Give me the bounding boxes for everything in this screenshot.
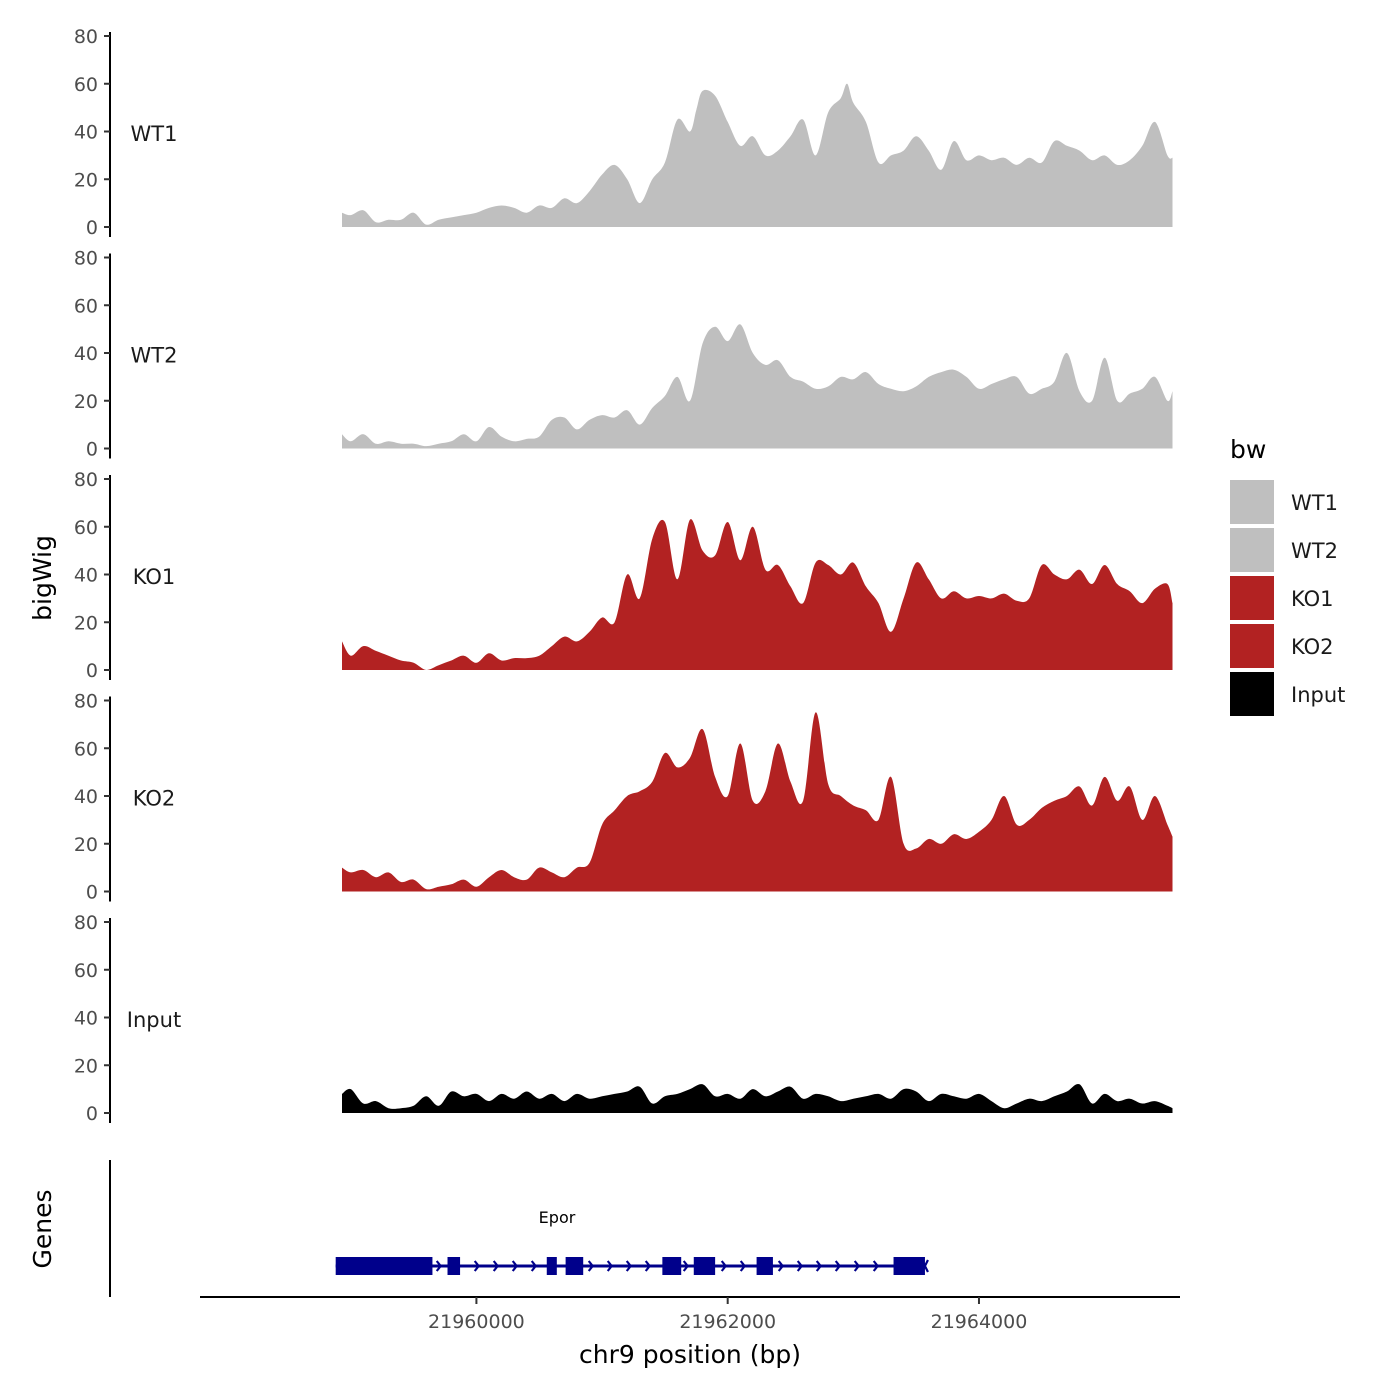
gene-track-title: Genes <box>28 1189 57 1268</box>
gene-exon <box>546 1257 557 1275</box>
legend-label-input: Input <box>1291 683 1345 707</box>
track-ko1: 0 20 40 60 80 KO1 <box>74 469 1173 682</box>
legend-label-ko1: KO1 <box>1291 587 1334 611</box>
strand-chevron <box>473 1260 481 1272</box>
strand-chevron <box>606 1260 614 1272</box>
y-tick-label: 60 <box>74 517 98 539</box>
gene-exon <box>893 1257 925 1275</box>
y-tick-label: 40 <box>74 786 98 808</box>
signal-area-ko2 <box>342 712 1173 892</box>
x-axis-title: chr9 position (bp) <box>579 1340 801 1369</box>
strand-chevron <box>625 1260 633 1272</box>
y-tick-label: 80 <box>74 691 98 713</box>
y-tick-label: 60 <box>74 738 98 760</box>
strand-chevron <box>853 1260 861 1272</box>
y-tick-label: 0 <box>86 660 98 682</box>
y-tick-label: 40 <box>74 1008 98 1030</box>
track-label-wt2: WT2 <box>131 344 178 368</box>
gene-name-label: Epor <box>539 1208 576 1227</box>
gene-exon <box>447 1257 461 1275</box>
y-tick-label: 60 <box>74 960 98 982</box>
strand-chevron <box>872 1260 880 1272</box>
track-label-wt1: WT1 <box>131 122 178 146</box>
y-tick-label: 0 <box>86 217 98 239</box>
strand-chevron <box>777 1260 785 1272</box>
gene-exon <box>335 1257 433 1275</box>
strand-chevron <box>739 1260 747 1272</box>
y-tick-label: 40 <box>74 565 98 587</box>
strand-chevron <box>720 1260 728 1272</box>
strand-chevron <box>682 1260 690 1272</box>
legend-swatch-input <box>1230 672 1274 716</box>
strand-chevron <box>587 1260 595 1272</box>
y-tick-label: 20 <box>74 612 98 634</box>
y-tick-label: 40 <box>74 122 98 144</box>
y-tick-label: 80 <box>74 912 98 934</box>
y-tick-label: 20 <box>74 391 98 413</box>
strand-chevron <box>511 1260 519 1272</box>
y-tick-label: 40 <box>74 343 98 365</box>
y-tick-label: 0 <box>86 882 98 904</box>
gene-track: Epor <box>109 1160 929 1297</box>
x-axis: 21960000 21962000 21964000 <box>200 1296 1180 1333</box>
x-tick-label: 21962000 <box>679 1311 776 1333</box>
legend-label-wt2: WT2 <box>1291 539 1338 563</box>
legend-swatch-wt1 <box>1230 480 1274 524</box>
gene-epor: Epor <box>335 1208 929 1275</box>
x-tick-label: 21960000 <box>428 1311 525 1333</box>
legend-title: bw <box>1230 435 1266 464</box>
signal-area-ko1 <box>342 519 1173 670</box>
legend-label-wt1: WT1 <box>1291 491 1338 515</box>
strand-chevron <box>644 1260 652 1272</box>
signal-area-wt2 <box>342 324 1173 449</box>
y-tick-label: 0 <box>86 1103 98 1125</box>
gene-exon <box>662 1257 682 1275</box>
track-wt2: 0 20 40 60 80 WT2 <box>74 248 1173 461</box>
track-wt1: 0 20 40 60 80 WT1 <box>74 26 1173 239</box>
strand-chevron <box>492 1260 500 1272</box>
tracks-layer: 0 20 40 60 80 WT1 0 20 40 60 80 WT2 0 20 40 60 80 KO1 0 20 4… <box>74 26 1173 1125</box>
x-tick-label: 21964000 <box>931 1311 1028 1333</box>
y-tick-label: 60 <box>74 295 98 317</box>
legend-swatch-ko1 <box>1230 576 1274 620</box>
legend-swatch-wt2 <box>1230 528 1274 572</box>
strand-chevron <box>796 1260 804 1272</box>
y-tick-label: 20 <box>74 1055 98 1077</box>
legend-swatch-ko2 <box>1230 624 1274 668</box>
y-tick-label: 20 <box>74 834 98 856</box>
track-label-ko2: KO2 <box>133 787 176 811</box>
strand-chevron <box>530 1260 538 1272</box>
y-tick-label: 80 <box>74 248 98 270</box>
gene-exon <box>756 1257 773 1275</box>
y-tick-label: 80 <box>74 26 98 48</box>
strand-chevron <box>815 1260 823 1272</box>
strand-chevron <box>834 1260 842 1272</box>
track-ko2: 0 20 40 60 80 KO2 <box>74 691 1173 904</box>
y-tick-label: 80 <box>74 469 98 491</box>
signal-area-input <box>342 1083 1173 1113</box>
legend: bw WT1 WT2 KO1 KO2 Input <box>1230 435 1345 716</box>
track-label-ko1: KO1 <box>133 565 176 589</box>
y-tick-label: 20 <box>74 169 98 191</box>
y-tick-label: 0 <box>86 439 98 461</box>
signal-area-wt1 <box>342 83 1173 227</box>
strand-chevron <box>435 1260 443 1272</box>
track-input: 0 20 40 60 80 Input <box>74 912 1173 1125</box>
gene-exon <box>565 1257 584 1275</box>
y-tick-label: 60 <box>74 74 98 96</box>
legend-label-ko2: KO2 <box>1291 635 1334 659</box>
gene-exon <box>693 1257 716 1275</box>
track-label-input: Input <box>127 1008 181 1032</box>
y-axis-title: bigWig <box>28 535 57 621</box>
